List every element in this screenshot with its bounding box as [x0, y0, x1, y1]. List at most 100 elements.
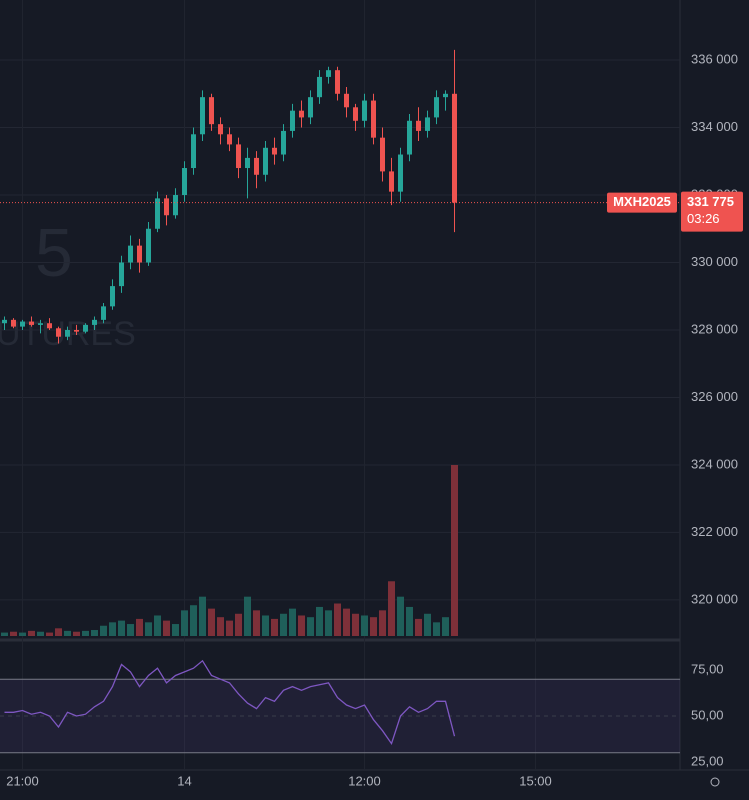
candle-body [74, 329, 79, 332]
candle-body [380, 137, 385, 172]
volume-bar [442, 617, 449, 636]
volume-bar [1, 632, 8, 636]
settings-icon[interactable] [710, 777, 720, 787]
candle-body [272, 147, 277, 155]
candle-body [290, 110, 295, 131]
candle-body [110, 286, 115, 307]
volume-bar [352, 613, 359, 636]
volume-bar [100, 625, 107, 636]
candle-body [92, 319, 97, 325]
rsi-tick-label: 50,00 [691, 707, 724, 722]
volume-bar [271, 618, 278, 636]
y-tick-label: 330 000 [691, 254, 738, 269]
candle-body [398, 154, 403, 192]
volume-bar [217, 617, 224, 636]
candle-body [254, 157, 259, 175]
volume-bar [46, 632, 53, 636]
volume-bar [64, 630, 71, 636]
volume-bar [370, 617, 377, 636]
volume-bar [172, 624, 179, 636]
candle-body [425, 117, 430, 131]
volume-bar [154, 615, 161, 636]
candle-body [308, 97, 313, 118]
volume-bar [316, 606, 323, 636]
volume-bar [397, 596, 404, 636]
candle-body [119, 262, 124, 287]
x-tick-label: 14 [177, 773, 191, 788]
volume-bar [334, 603, 341, 636]
candle-body [209, 97, 214, 125]
y-tick-label: 336 000 [691, 51, 738, 66]
y-tick-label: 328 000 [691, 321, 738, 336]
volume-bar [244, 596, 251, 636]
volume-bar [118, 620, 125, 636]
candle-body [47, 323, 52, 329]
candle-body [335, 70, 340, 94]
volume-bar [136, 618, 143, 636]
candle-body [434, 97, 439, 118]
candle-body [326, 70, 331, 77]
candle-body [407, 120, 412, 155]
symbol-label: MXH2025 [613, 194, 671, 209]
plot [0, 49, 680, 754]
volume-bar [199, 596, 206, 636]
price-label-bg [681, 191, 743, 232]
volume-bar [406, 606, 413, 636]
volume-bar [388, 581, 395, 636]
candle-body [452, 93, 457, 203]
price-label: 331 775 [687, 194, 734, 209]
rsi-tick-label: 75,00 [691, 661, 724, 676]
candle-body [101, 306, 106, 320]
symbol-label-bg [607, 192, 677, 213]
y-tick-label: 322 000 [691, 524, 738, 539]
candle-body [245, 157, 250, 169]
candle-body [317, 76, 322, 98]
candle-body [362, 100, 367, 121]
volume-bar [28, 630, 35, 636]
candle-body [173, 195, 178, 216]
volume-bar [343, 608, 350, 636]
candle-body [263, 147, 268, 175]
rsi-line [4, 659, 456, 746]
y-tick-label: 334 000 [691, 119, 738, 134]
candle-body [443, 93, 448, 98]
volume-bar [91, 630, 98, 636]
volume-bar [73, 631, 80, 636]
candle-body [137, 245, 142, 263]
candle-body [299, 110, 304, 118]
volume-bar [145, 622, 152, 636]
candle-body [191, 134, 196, 169]
x-tick-label: 15:00 [519, 773, 552, 788]
candle-body [56, 328, 61, 337]
candle-body [11, 319, 16, 327]
candle-body [353, 107, 358, 121]
volume-bar [181, 610, 188, 636]
volume-bar [289, 608, 296, 636]
volume-bar [10, 631, 17, 636]
volume-bar [280, 613, 287, 636]
candle-body [236, 144, 241, 169]
candle-body [128, 245, 133, 263]
candle-body [227, 134, 232, 145]
labels: 320 000 322 000 324 000 326 000 328 000 330 0… [6, 51, 743, 788]
x-tick-label: 12:00 [348, 773, 381, 788]
candle-body [29, 321, 34, 325]
candle-body [218, 124, 223, 135]
volume-bar [253, 610, 260, 636]
countdown-label: 03:26 [687, 211, 720, 226]
candle-body [2, 319, 7, 324]
volume-bar [82, 630, 89, 636]
candle-body [389, 171, 394, 192]
volume-bar [127, 624, 134, 636]
volume-bar [163, 620, 170, 636]
volume-bar [379, 610, 386, 636]
volume-bar [208, 608, 215, 636]
volume-bar [235, 613, 242, 636]
volume-bar [226, 620, 233, 636]
candle-body [371, 100, 376, 138]
candle-body [416, 120, 421, 131]
rsi-tick-label: 25,00 [691, 753, 724, 768]
volume-bar [361, 615, 368, 636]
volume-bar [433, 622, 440, 636]
